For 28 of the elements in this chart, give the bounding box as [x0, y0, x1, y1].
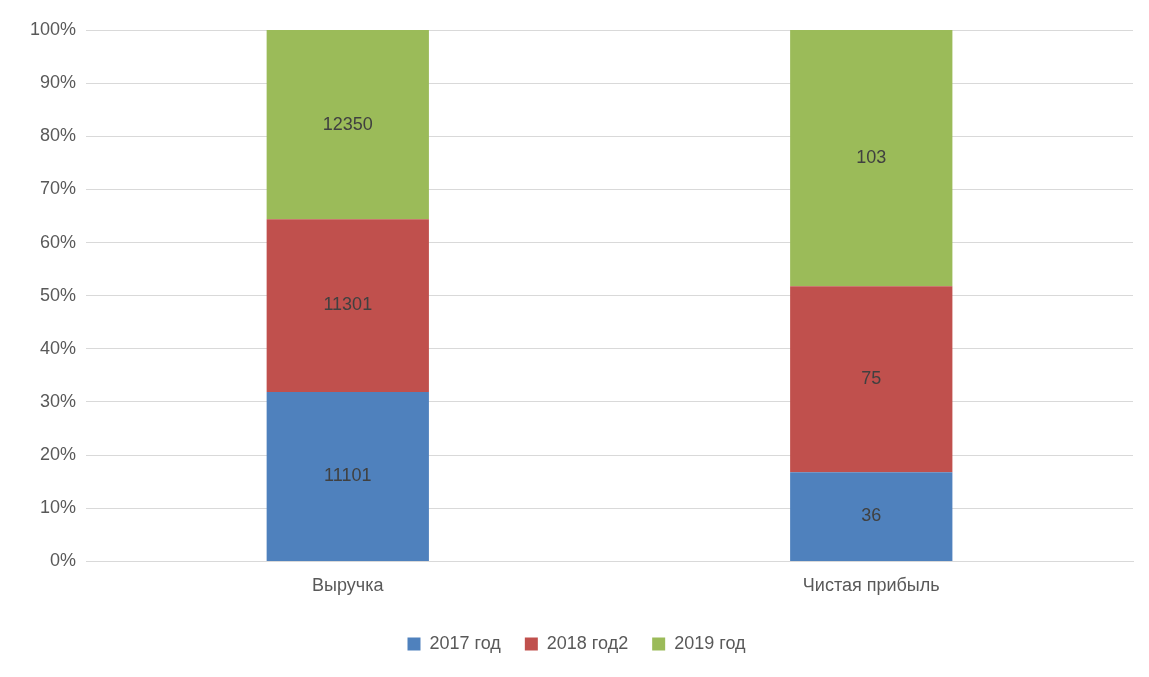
legend-label: 2017 год	[429, 632, 502, 653]
y-tick-label: 0%	[50, 550, 77, 571]
annotation: 11301	[323, 294, 373, 315]
x-tick-label: Чистая прибыль	[802, 575, 940, 596]
x-tick-label: Выручка	[312, 575, 385, 596]
y-tick-label: 80%	[40, 125, 77, 146]
annotation: 75	[861, 368, 882, 389]
legend-label: 2019 год	[674, 632, 746, 653]
annotation: 12350	[322, 113, 373, 134]
y-tick-label: 40%	[40, 337, 77, 358]
bar	[790, 286, 953, 473]
annotation: 36	[861, 505, 882, 526]
y-tick-label: 10%	[40, 497, 77, 518]
legend-label: 2018 год2	[546, 632, 629, 653]
bar	[266, 391, 429, 561]
y-tick-label: 60%	[40, 231, 77, 252]
annotation: 11101	[324, 465, 372, 486]
y-tick-label: 30%	[40, 390, 77, 411]
y-tick-label: 70%	[40, 178, 77, 199]
bar	[266, 219, 429, 392]
y-tick-label: 50%	[40, 284, 77, 305]
bar	[790, 472, 953, 561]
y-tick-label: 90%	[40, 72, 77, 93]
bar	[266, 30, 429, 220]
y-tick-label: 20%	[40, 444, 77, 465]
annotation: 103	[856, 147, 887, 168]
y-tick-label: 100%	[29, 18, 77, 39]
bar	[790, 30, 953, 287]
